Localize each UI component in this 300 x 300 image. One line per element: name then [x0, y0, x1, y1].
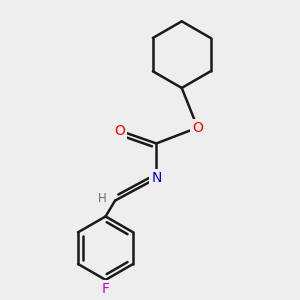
- Text: F: F: [102, 282, 110, 296]
- Text: N: N: [151, 171, 161, 185]
- Text: O: O: [192, 121, 203, 135]
- Text: O: O: [114, 124, 125, 138]
- Text: H: H: [98, 191, 106, 205]
